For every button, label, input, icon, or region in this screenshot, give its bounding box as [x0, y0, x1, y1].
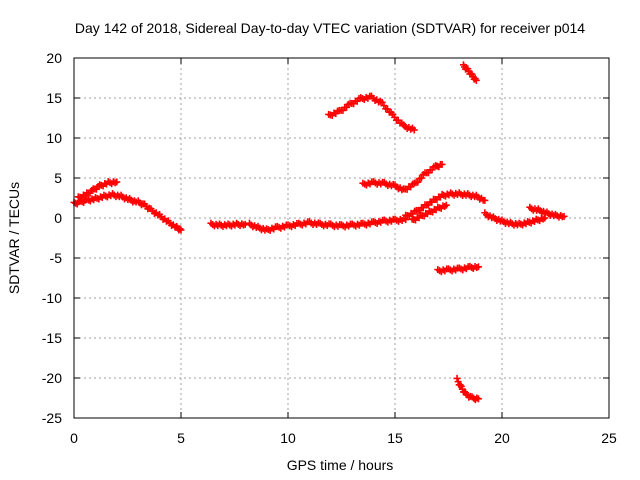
y-tick-label: -15	[42, 330, 62, 346]
data-point	[474, 395, 482, 403]
series-arc-main-4	[245, 215, 410, 234]
data-point	[456, 381, 464, 389]
data-point	[176, 225, 184, 233]
y-tick-label: -25	[42, 410, 62, 426]
x-tick-label: 25	[601, 430, 617, 446]
series-arc-main-3	[207, 219, 249, 230]
data-point	[453, 374, 461, 382]
data-point	[481, 196, 489, 204]
x-axis-title: GPS time / hours	[287, 457, 394, 473]
data-point	[410, 126, 418, 134]
series-arc-main-6	[408, 201, 450, 224]
data-point	[417, 174, 425, 182]
x-tick-label: 5	[177, 430, 185, 446]
series-arc-neg6	[434, 262, 482, 276]
series-arc-top	[459, 61, 480, 84]
x-tick-label: 0	[70, 430, 78, 446]
series-arc-main-8	[526, 203, 568, 221]
y-tick-label: 15	[46, 90, 62, 106]
data-point	[442, 201, 450, 209]
axis-ticks: 0 5 10 15 20 25 -25 -20 -15 -10 -5 0 5 10 15 20	[42, 50, 617, 446]
y-tick-label: -10	[42, 290, 62, 306]
data-point	[474, 263, 482, 271]
data-points	[70, 61, 568, 404]
y-tick-label: 0	[54, 210, 62, 226]
data-point	[177, 226, 185, 234]
series-arc-neg20	[453, 374, 482, 404]
data-point	[438, 160, 446, 168]
series-arc-main-5	[402, 189, 489, 220]
series-arc-rise-1	[74, 178, 121, 202]
x-tick-label: 15	[387, 430, 403, 446]
y-tick-label: 5	[54, 170, 62, 186]
series-arc-main-1	[70, 190, 140, 208]
y-tick-label: -20	[42, 370, 62, 386]
y-tick-label: 20	[46, 50, 62, 66]
series-arc-mid	[359, 160, 446, 194]
plot-frame	[73, 57, 610, 419]
chart-title: Day 142 of 2018, Sidereal Day-to-day VTE…	[75, 20, 585, 36]
data-point	[113, 178, 121, 186]
series-arc-main-2	[134, 197, 185, 234]
y-tick-label: 10	[46, 130, 62, 146]
x-tick-label: 10	[280, 430, 296, 446]
x-tick-label: 20	[494, 430, 510, 446]
data-point	[472, 76, 480, 84]
y-tick-label: -5	[50, 250, 63, 266]
series-arc-main-7	[481, 209, 549, 229]
series-arc-hump	[325, 92, 418, 134]
data-point	[560, 212, 568, 220]
data-point	[241, 220, 249, 228]
data-point	[414, 178, 422, 186]
y-axis-title: SDTVAR / TECUs	[6, 182, 22, 294]
